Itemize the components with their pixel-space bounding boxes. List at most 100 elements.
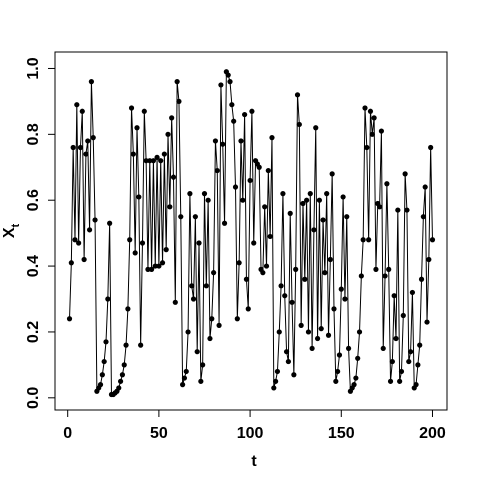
point <box>311 227 317 233</box>
y-tick-label: 0.0 <box>25 387 42 409</box>
point <box>76 240 82 246</box>
x-tick-label: 0 <box>63 425 72 442</box>
point <box>285 358 291 365</box>
point <box>139 240 146 246</box>
point <box>170 174 177 180</box>
x-axis-label: t <box>251 453 257 470</box>
point <box>296 121 302 128</box>
point <box>167 204 173 210</box>
point <box>395 207 401 213</box>
point <box>105 296 111 302</box>
point <box>398 368 405 375</box>
y-tick-label: 0.4 <box>25 255 42 277</box>
point <box>382 273 388 279</box>
point <box>335 368 341 375</box>
y-tick-label: 0.8 <box>25 123 42 145</box>
point <box>342 296 348 302</box>
point <box>169 115 175 121</box>
point <box>418 276 425 282</box>
point <box>243 276 250 282</box>
point <box>156 263 162 269</box>
point <box>207 335 213 342</box>
point <box>101 358 107 365</box>
point <box>318 326 324 332</box>
point <box>413 382 419 388</box>
point <box>203 283 209 289</box>
x-tick-label: 150 <box>328 425 355 442</box>
point <box>333 378 339 384</box>
point <box>307 191 313 197</box>
y-tick-label: 1.0 <box>25 57 42 79</box>
point <box>147 158 153 164</box>
point <box>229 102 235 108</box>
point <box>313 125 319 131</box>
point <box>324 191 330 197</box>
point <box>152 263 158 269</box>
point <box>176 98 182 105</box>
point <box>178 214 184 220</box>
point <box>355 355 361 361</box>
point <box>185 329 191 335</box>
point <box>366 237 372 243</box>
point <box>340 194 346 200</box>
point <box>198 378 204 384</box>
point <box>134 125 140 131</box>
point <box>378 128 385 134</box>
point <box>356 329 363 335</box>
point <box>260 270 266 276</box>
point <box>373 266 379 272</box>
point <box>265 167 271 174</box>
point <box>293 266 299 272</box>
x-tick-label: 50 <box>150 425 168 442</box>
point <box>360 237 366 243</box>
point <box>232 184 239 190</box>
y-axis-label-sub: t <box>10 224 22 228</box>
point <box>125 306 131 312</box>
point <box>234 316 240 322</box>
point <box>256 164 262 170</box>
point <box>278 283 284 289</box>
point <box>216 322 222 328</box>
point <box>271 385 277 391</box>
point <box>269 135 275 141</box>
point <box>249 108 255 114</box>
point <box>429 237 436 243</box>
point <box>345 345 352 352</box>
point <box>314 335 321 342</box>
point <box>407 349 414 355</box>
point <box>132 250 138 256</box>
point <box>189 283 195 289</box>
point <box>351 382 357 388</box>
point <box>74 102 80 108</box>
point <box>227 79 233 85</box>
y-axis-label-main: X <box>1 227 18 238</box>
point <box>294 92 301 98</box>
point <box>130 151 136 157</box>
point <box>81 256 87 263</box>
point <box>148 266 155 272</box>
point <box>72 237 78 243</box>
point <box>174 79 180 85</box>
point <box>298 322 304 328</box>
point <box>384 181 390 187</box>
point <box>280 191 286 197</box>
point <box>276 329 282 335</box>
point <box>121 362 127 368</box>
point <box>150 158 157 164</box>
point <box>236 260 242 266</box>
point <box>304 197 310 203</box>
point <box>92 217 98 223</box>
y-tick-label: 0.6 <box>25 189 42 211</box>
point <box>344 214 350 220</box>
point <box>322 270 328 276</box>
plot-frame <box>54 51 448 411</box>
point <box>209 316 215 322</box>
point <box>362 105 368 111</box>
point <box>300 200 306 207</box>
point <box>99 372 105 378</box>
point <box>86 227 93 233</box>
point <box>83 151 89 157</box>
point <box>225 72 231 78</box>
point <box>68 260 74 266</box>
point <box>214 167 220 174</box>
